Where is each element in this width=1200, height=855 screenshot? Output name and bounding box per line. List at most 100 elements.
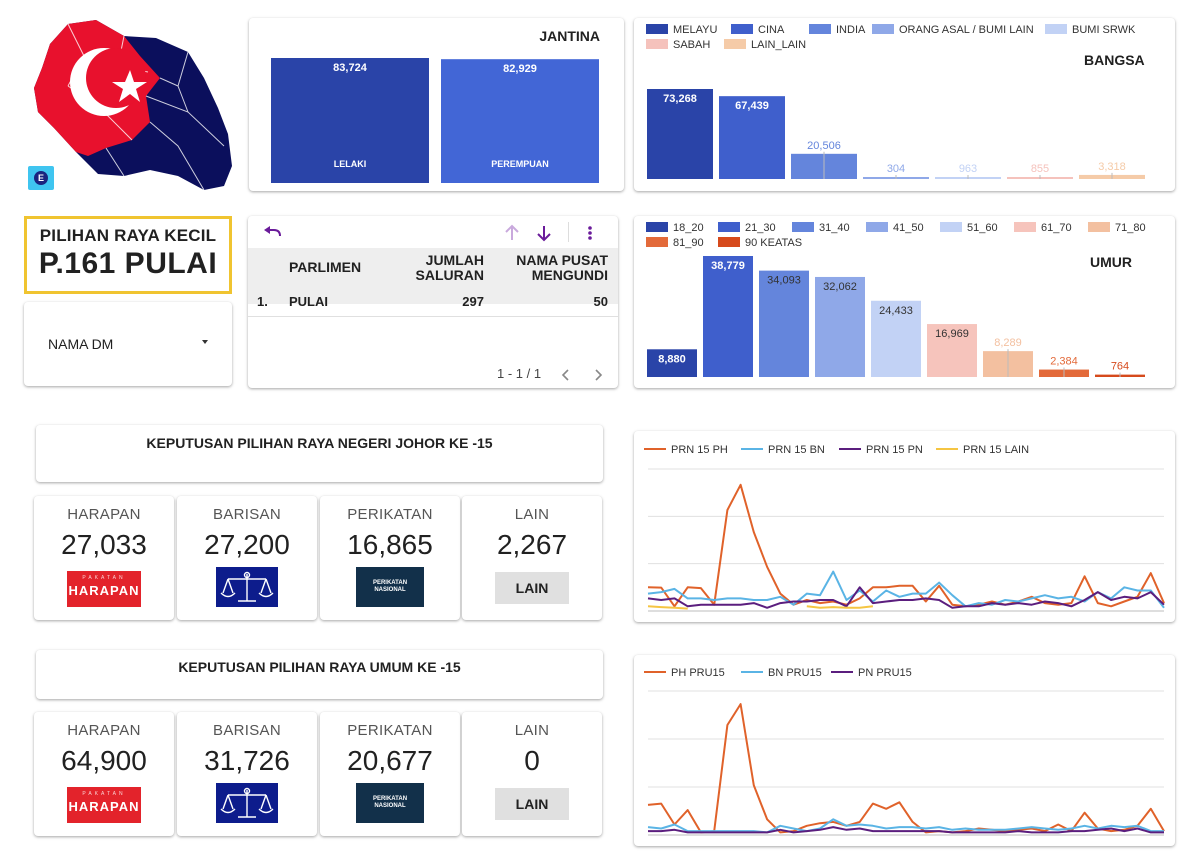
bar-value-label: 67,439 <box>735 100 769 112</box>
series-line[interactable] <box>648 606 1164 609</box>
bar[interactable] <box>647 89 713 179</box>
legend-label: BN PRU15 <box>768 667 822 679</box>
bar[interactable] <box>647 349 697 377</box>
legend-item[interactable]: ORANG ASAL / BUMI LAIN <box>872 24 1034 36</box>
legend-item[interactable]: BN PRU15 <box>741 667 822 679</box>
legend-label: PH PRU15 <box>671 667 725 679</box>
series-line[interactable] <box>647 703 1165 834</box>
umur-legend: 18_20 21_30 31_40 41_50 51_60 61_70 71_80 81_90… <box>646 222 1166 252</box>
legend-item[interactable]: 21_30 <box>718 222 776 234</box>
legend-item[interactable]: PRN 15 PH <box>644 444 728 456</box>
party-card-lain: LAIN 2,267 LAIN <box>462 496 602 620</box>
bar-value-label: 8,880 <box>658 353 686 365</box>
party-card-harapan: HARAPAN 27,033 PAKATAN HARAPAN <box>34 496 174 620</box>
legend-item[interactable]: CINA <box>731 24 784 36</box>
legend-item[interactable]: PN PRU15 <box>831 667 912 679</box>
series-line[interactable] <box>647 483 1165 608</box>
legend-item[interactable]: BUMI SRWK <box>1045 24 1135 36</box>
legend-swatch <box>731 24 753 34</box>
header-nama-pusat-mengundi[interactable]: NAMA PUSAT MENGUNDI <box>516 253 608 283</box>
election-subtitle: PILIHAN RAYA KECIL <box>39 226 217 245</box>
sort-descending-icon[interactable] <box>536 224 552 242</box>
legend-item[interactable]: PRN 15 BN <box>741 444 825 456</box>
legend-item[interactable]: LAIN_LAIN <box>724 39 806 51</box>
legend-label: PRN 15 PN <box>866 444 923 456</box>
legend-item[interactable]: 18_20 <box>646 222 704 234</box>
legend-item[interactable]: 61_70 <box>1014 222 1072 234</box>
perikatan-logo-top: PERIKATAN <box>372 580 408 586</box>
party-card-barisan: BARISAN 31,726 <box>177 712 317 836</box>
bar-value-label: 963 <box>959 163 977 175</box>
legend-item[interactable]: SABAH <box>646 39 710 51</box>
bar[interactable] <box>719 96 785 179</box>
election-title: P.161 PULAI <box>38 247 218 280</box>
legend-item[interactable]: PRN 15 PN <box>839 444 923 456</box>
bar[interactable] <box>927 324 977 377</box>
umur-title: UMUR <box>1090 254 1132 270</box>
legend-line-swatch <box>839 448 861 450</box>
series-line[interactable] <box>648 826 1164 834</box>
legend-item[interactable]: 31_40 <box>792 222 850 234</box>
election-title-box: PILIHAN RAYA KECIL P.161 PULAI <box>24 216 232 294</box>
legend-item[interactable]: PH PRU15 <box>644 667 725 679</box>
bar[interactable] <box>441 59 599 183</box>
legend-item[interactable]: 81_90 <box>646 237 704 249</box>
legend-line-swatch <box>741 448 763 450</box>
series-line[interactable] <box>647 570 1165 609</box>
pru-heading: KEPUTUSAN PILIHAN RAYA UMUM KE -15 <box>178 659 461 675</box>
legend-item[interactable]: INDIA <box>809 24 865 36</box>
bar-value-label: 16,969 <box>935 328 969 340</box>
harapan-logo-small: PAKATAN <box>82 791 126 797</box>
bar[interactable] <box>759 270 809 377</box>
party-name: PERIKATAN <box>347 506 433 523</box>
legend-label: BUMI SRWK <box>1072 24 1136 36</box>
header-parlimen[interactable]: PARLIMEN <box>289 260 361 275</box>
legend-label: INDIA <box>836 24 866 36</box>
legend-swatch <box>646 237 668 247</box>
bar-value-label: 3,318 <box>1098 161 1126 173</box>
series-line[interactable] <box>647 818 1164 834</box>
legend-item[interactable]: 41_50 <box>866 222 924 234</box>
e-badge[interactable]: E <box>28 166 54 190</box>
legend-swatch <box>1045 24 1067 34</box>
legend-item[interactable]: PRN 15 LAIN <box>936 444 1029 456</box>
party-votes: 27,033 <box>61 529 147 560</box>
bar[interactable] <box>703 256 753 377</box>
legend-item[interactable]: 71_80 <box>1088 222 1146 234</box>
perikatan-logo: PERIKATAN NASIONAL <box>356 783 424 823</box>
lain-button[interactable]: LAIN <box>495 788 569 820</box>
party-votes: 20,677 <box>347 745 433 776</box>
next-page-icon[interactable] <box>594 368 604 382</box>
bar[interactable] <box>271 58 429 183</box>
legend-label: 81_90 <box>673 237 704 249</box>
barisan-logo <box>216 783 278 823</box>
legend-item[interactable]: MELAYU <box>646 24 717 36</box>
prev-page-icon[interactable] <box>560 368 570 382</box>
lain-button[interactable]: LAIN <box>495 572 569 604</box>
undo-icon[interactable] <box>262 225 284 241</box>
row-divider <box>248 316 618 317</box>
party-name: PERIKATAN <box>347 722 433 739</box>
party-card-harapan: HARAPAN 64,900 PAKATAN HARAPAN <box>34 712 174 836</box>
series-line[interactable] <box>647 586 1165 609</box>
chevron-down-icon <box>202 340 208 344</box>
party-name: HARAPAN <box>67 722 141 739</box>
bar[interactable] <box>815 276 865 377</box>
legend-swatch <box>646 39 668 49</box>
legend-item[interactable]: 51_60 <box>940 222 998 234</box>
sort-ascending-icon[interactable] <box>504 224 520 242</box>
legend-label: 31_40 <box>819 222 850 234</box>
bar-category-label: PEREMPUAN <box>491 159 549 169</box>
more-options-icon[interactable] <box>586 224 594 242</box>
header-jumlah-saluran[interactable]: JUMLAH SALURAN <box>416 253 484 283</box>
pru-heading-card: KEPUTUSAN PILIHAN RAYA UMUM KE -15 <box>36 650 603 699</box>
legend-swatch <box>646 24 668 34</box>
legend-line-swatch <box>644 448 666 450</box>
umur-chart-card: 18_20 21_30 31_40 41_50 51_60 61_70 71_80 81_90… <box>634 216 1175 388</box>
party-card-perikatan: PERIKATAN 16,865 PERIKATAN NASIONAL <box>320 496 460 620</box>
bar[interactable] <box>871 300 921 377</box>
header-jumlah-saluran-line2: SALURAN <box>415 267 484 283</box>
prn-line-chart <box>634 468 1175 612</box>
legend-item[interactable]: 90 KEATAS <box>718 237 802 249</box>
nama-dm-dropdown[interactable]: NAMA DM <box>24 302 232 386</box>
